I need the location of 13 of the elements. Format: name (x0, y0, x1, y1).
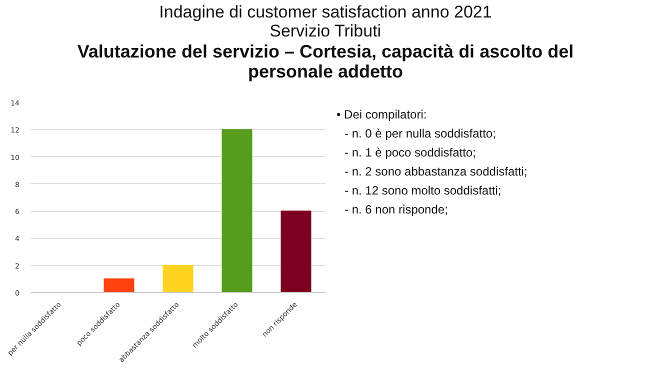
chart-subtitle: Servizio Tributi (270, 22, 382, 40)
text: - n. 12 sono molto soddisfatti; (344, 184, 502, 198)
text: Valutazione del servizio – Cortesia, capacità di ascolto del personale addetto (77, 42, 574, 82)
text: - n. 6 non risponde; (344, 202, 448, 217)
text: - n. 0 è per nulla soddisfatto; (344, 126, 496, 141)
bar (162, 264, 194, 292)
bar (104, 278, 134, 292)
text: - n. 1 è poco soddisfatto; (344, 146, 476, 160)
chart-title: Indagine di customer satisfaction anno 2021 (159, 2, 492, 22)
bar (222, 129, 252, 292)
text: • Dei compilatori: (336, 108, 427, 122)
bar (280, 210, 312, 292)
text: - n. 2 sono abbastanza soddisfatti; (344, 164, 528, 179)
